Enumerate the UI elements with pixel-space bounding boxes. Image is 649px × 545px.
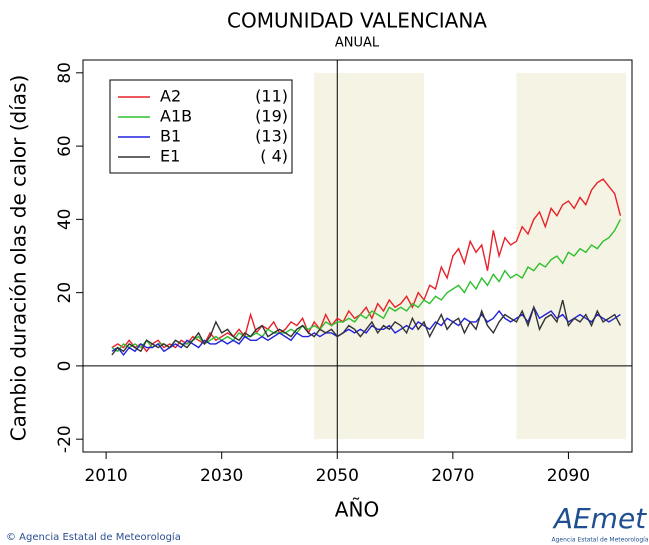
y-tick-label: -20 [55,425,75,453]
logo: AEmet [552,502,647,535]
legend-count: (19) [255,107,288,126]
y-tick-label: 0 [55,360,75,371]
legend-label: E1 [160,147,180,166]
series-line [111,219,622,353]
chart-subtitle: ANUAL [335,36,380,51]
plot-frame [82,59,633,453]
x-tick-label: 2050 [316,466,359,486]
series-line [111,299,622,356]
series-line [111,178,622,353]
footer: © Agencia Estatal de Meteorología [6,531,181,543]
y-tick-label: 80 [55,62,75,84]
y-tick-label: 20 [55,282,75,304]
legend-count: (13) [255,127,288,146]
legend-label: A1B [160,107,192,126]
y-tick-label: 60 [55,135,75,157]
logo-subtitle: Agencia Estatal de Meteorología [552,537,649,544]
x-axis-label: AÑO [335,498,379,522]
legend-label: A2 [160,87,181,106]
legend-label: B1 [160,127,181,146]
period-band [314,72,424,440]
x-tick-label: 2090 [547,466,590,486]
chart-title: COMUNIDAD VALENCIANA [227,9,487,33]
x-tick-label: 2030 [200,466,243,486]
x-tick-label: 2070 [431,466,474,486]
period-band [516,72,627,440]
legend-count: (11) [255,87,288,106]
y-axis-label: Cambio duración olas de calor (días) [7,75,31,442]
series-line [111,305,621,357]
x-tick-label: 2010 [84,466,127,486]
legend-count: ( 4) [260,147,288,166]
y-tick-label: 40 [55,209,75,231]
